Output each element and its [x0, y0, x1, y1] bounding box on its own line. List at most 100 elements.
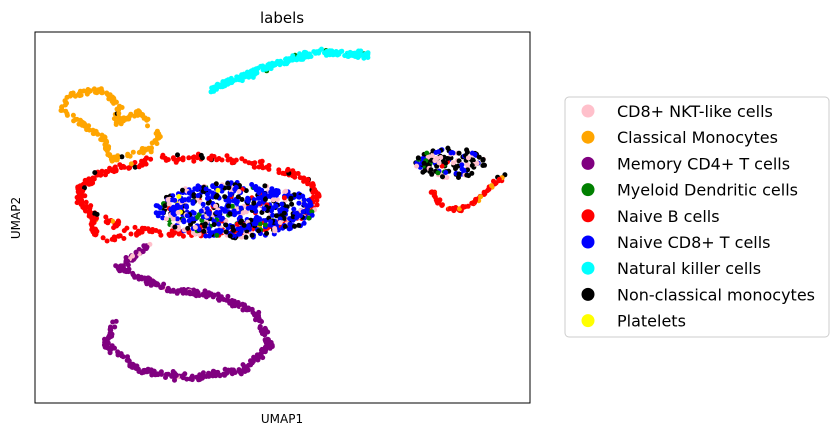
data-point	[415, 155, 421, 161]
data-point	[119, 154, 125, 160]
data-point	[130, 253, 135, 259]
data-point	[222, 194, 228, 200]
data-point	[103, 138, 109, 144]
data-point	[287, 57, 293, 63]
data-point	[236, 302, 242, 308]
data-point	[256, 164, 262, 170]
data-point	[456, 158, 462, 164]
data-point	[445, 156, 451, 161]
data-point	[208, 89, 214, 95]
data-point	[252, 221, 258, 227]
data-point	[140, 249, 146, 255]
data-point	[472, 151, 478, 157]
data-point	[421, 160, 427, 166]
legend-marker	[581, 235, 595, 249]
data-point	[171, 230, 177, 236]
data-point	[469, 163, 475, 168]
data-point	[314, 202, 320, 208]
data-point	[130, 364, 136, 370]
data-point	[89, 227, 95, 233]
data-point	[172, 224, 178, 230]
data-point	[70, 112, 76, 118]
data-point	[256, 190, 262, 196]
data-point	[465, 203, 471, 209]
data-point	[64, 111, 70, 117]
data-point	[243, 188, 249, 194]
data-point	[189, 377, 195, 383]
data-point	[189, 291, 195, 297]
data-point	[239, 218, 244, 224]
data-point	[232, 212, 237, 218]
data-point	[261, 67, 267, 72]
data-point	[184, 290, 190, 296]
data-point	[170, 288, 176, 294]
data-point	[94, 90, 100, 96]
data-point	[99, 132, 105, 138]
data-point	[184, 213, 190, 219]
data-point	[268, 189, 274, 195]
data-point	[158, 232, 164, 238]
legend-marker	[581, 130, 595, 144]
data-point	[294, 214, 300, 220]
legend-label: Myeloid Dendritic cells	[617, 181, 798, 200]
data-point	[180, 157, 186, 163]
data-point	[103, 172, 108, 178]
data-point	[222, 366, 228, 372]
data-point	[474, 160, 480, 166]
data-point	[160, 152, 166, 158]
data-point	[414, 163, 420, 169]
legend-label: Naive B cells	[617, 207, 720, 226]
data-point	[194, 374, 200, 380]
data-point	[257, 159, 263, 165]
data-point	[140, 146, 146, 152]
data-point	[79, 197, 84, 203]
data-point	[226, 203, 231, 209]
data-point	[244, 366, 250, 371]
legend-label: Non-classical monocytes	[617, 285, 815, 304]
data-point	[270, 197, 276, 203]
data-point	[98, 137, 104, 142]
data-point	[489, 183, 494, 189]
data-point	[277, 220, 283, 225]
data-point	[92, 210, 98, 216]
data-point	[130, 149, 136, 155]
data-point	[263, 222, 268, 228]
legend-label: Natural killer cells	[617, 259, 761, 278]
data-point	[236, 189, 242, 195]
data-point	[311, 188, 317, 194]
data-point	[256, 228, 262, 234]
data-point	[195, 193, 201, 199]
data-point	[447, 206, 453, 212]
data-point	[261, 206, 267, 212]
legend-marker	[581, 261, 595, 275]
data-point	[121, 263, 126, 269]
data-point	[174, 290, 180, 296]
data-point	[208, 230, 214, 236]
data-point	[229, 80, 235, 86]
data-point	[163, 157, 169, 163]
data-point	[109, 236, 115, 242]
data-point	[149, 372, 155, 378]
data-point	[244, 307, 250, 313]
data-point	[112, 345, 117, 351]
data-point	[443, 160, 448, 166]
data-point	[269, 208, 274, 214]
data-point	[226, 198, 232, 204]
data-point	[225, 293, 231, 299]
data-point	[267, 222, 273, 228]
data-point	[233, 185, 239, 190]
data-point	[428, 189, 434, 195]
data-point	[102, 337, 108, 343]
data-point	[214, 232, 220, 238]
data-point	[235, 76, 241, 82]
data-point	[146, 145, 152, 151]
data-point	[264, 230, 270, 236]
data-point	[428, 167, 434, 173]
data-point	[435, 170, 441, 176]
data-point	[279, 201, 285, 207]
data-point	[165, 197, 171, 203]
data-point	[155, 372, 161, 378]
data-point	[205, 192, 210, 197]
data-point	[204, 206, 210, 212]
data-point	[170, 155, 176, 161]
